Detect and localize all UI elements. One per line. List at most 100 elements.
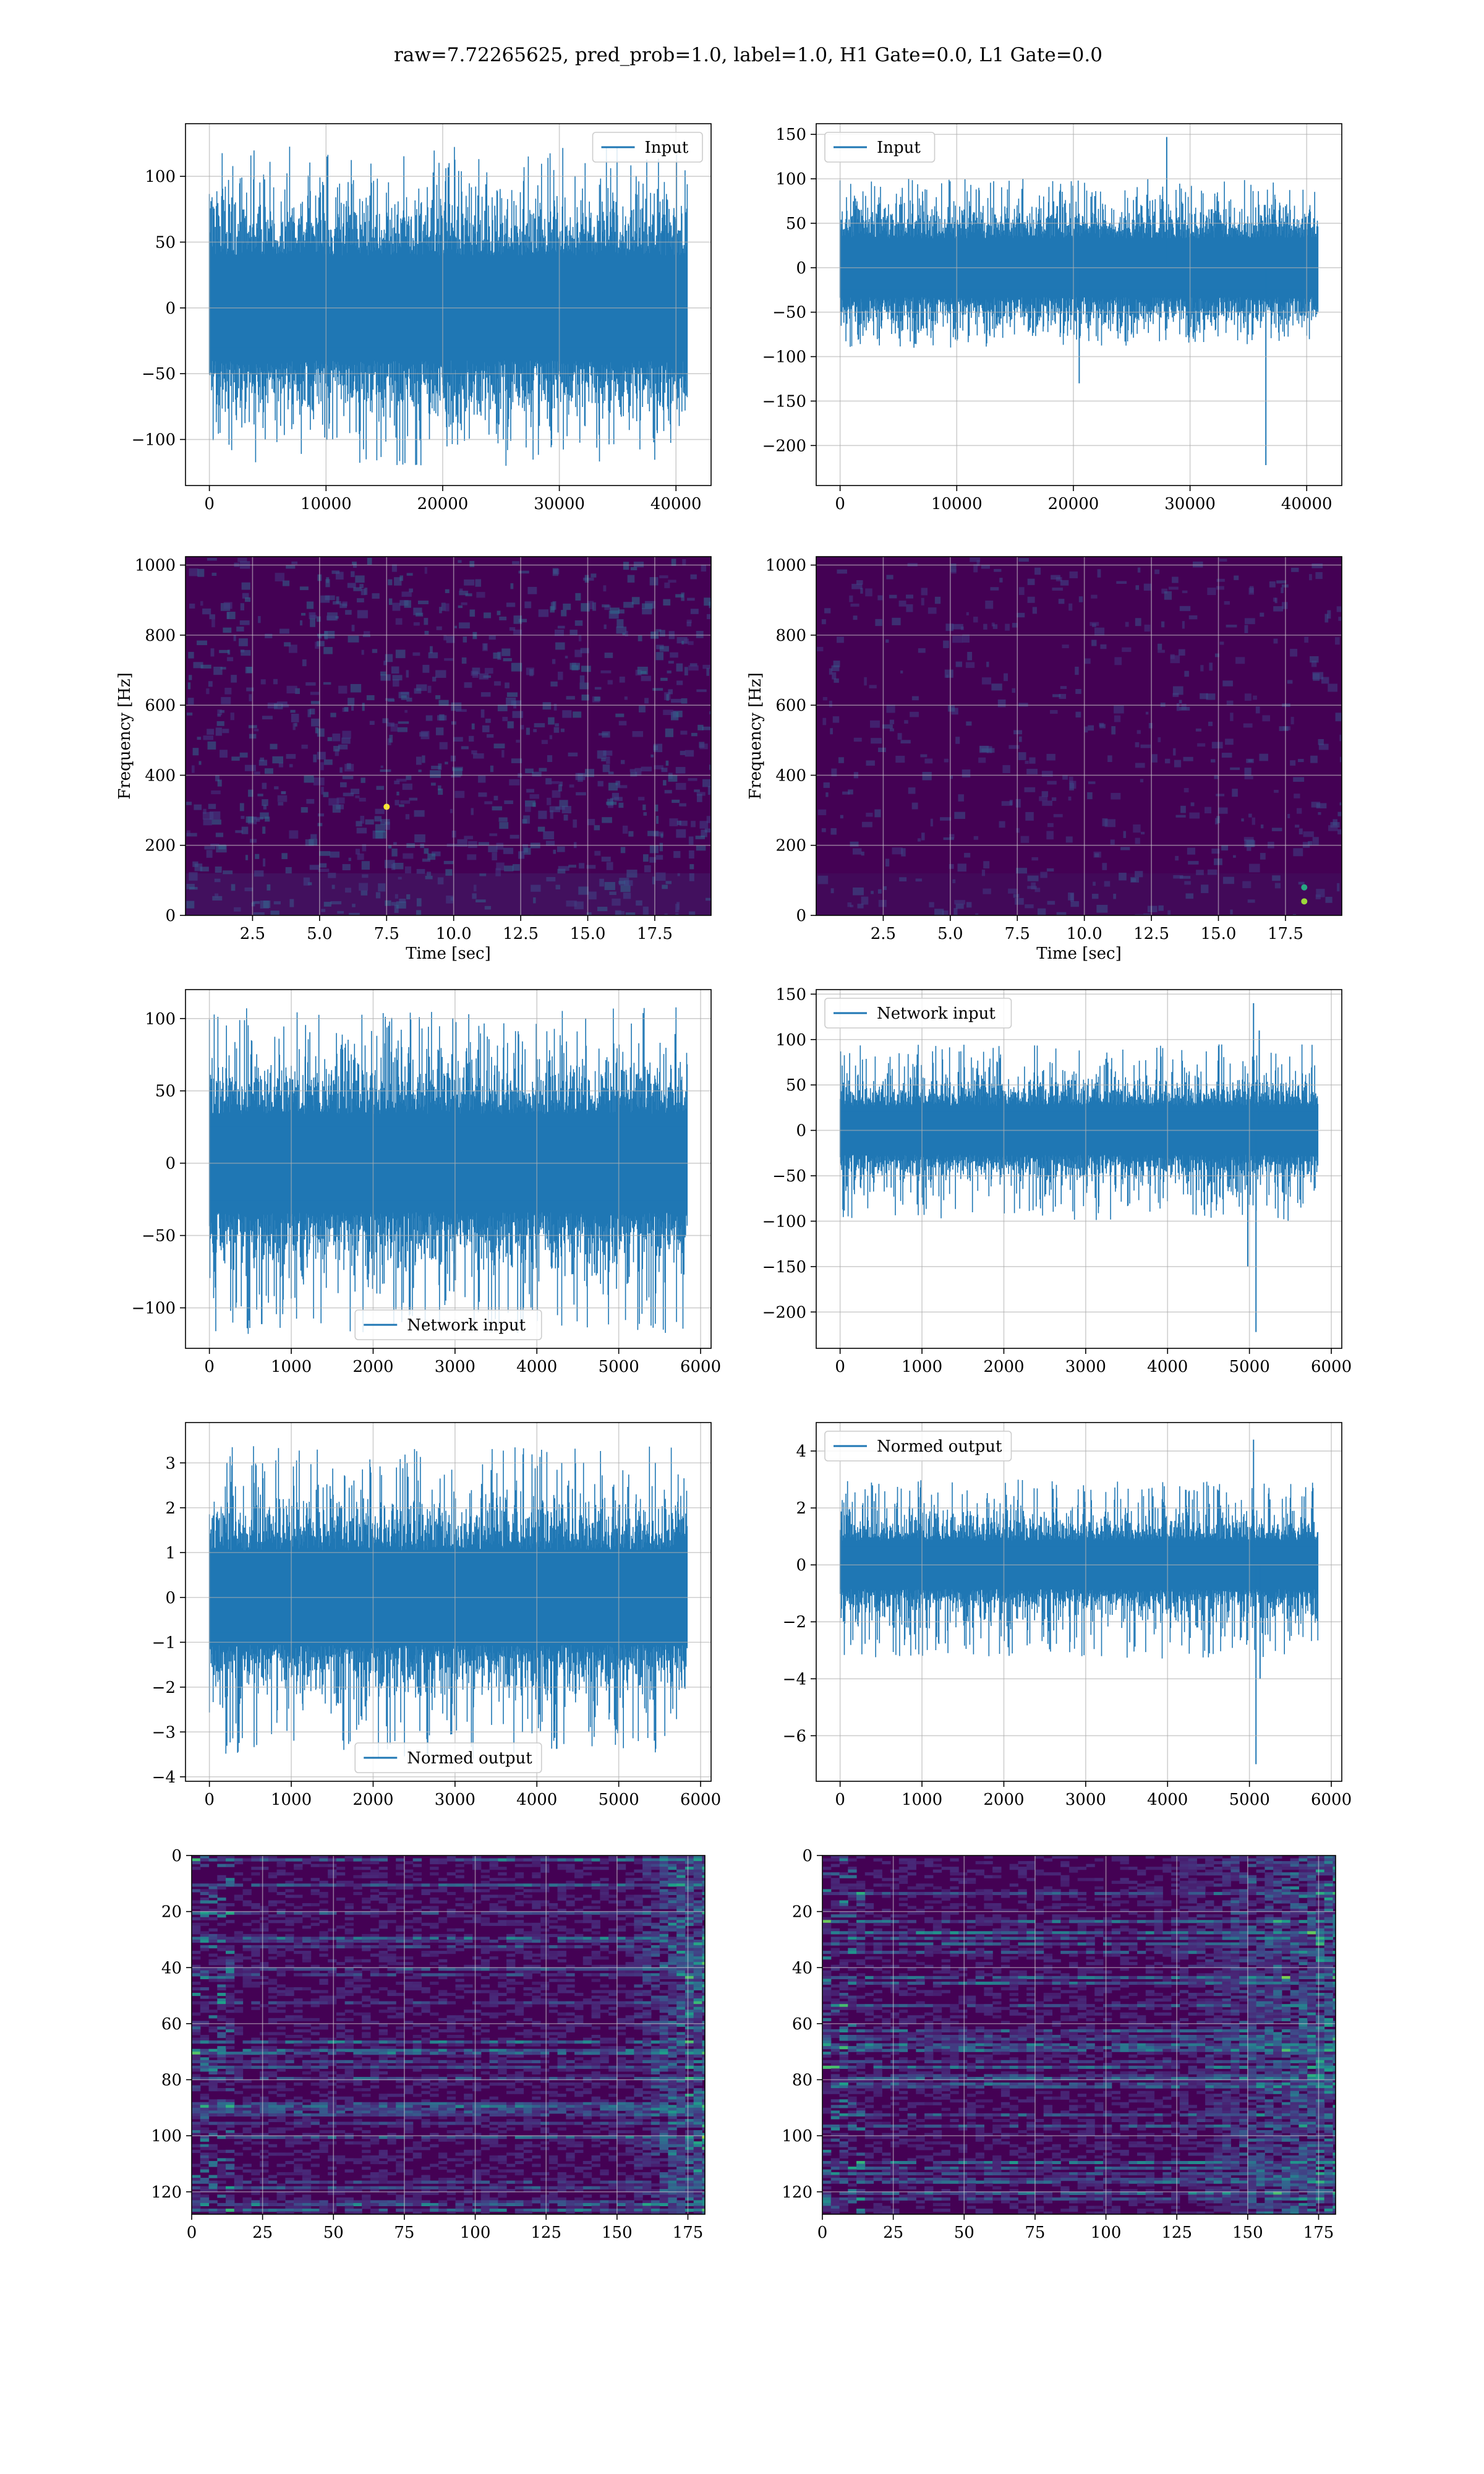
network-input-l1-grid bbox=[816, 990, 1342, 1348]
normed-output-h1-y-tick-label: −1 bbox=[152, 1633, 176, 1652]
input-l1-y-tick-label: −150 bbox=[762, 392, 806, 411]
network-input-l1-y-axis: −200 −150 −100 −50 0 50 100 150 bbox=[762, 985, 816, 1322]
spectrogram-h1-x-tick-label: 15.0 bbox=[570, 925, 606, 943]
feature-map-l1-y-tick-label: 20 bbox=[792, 1903, 812, 1922]
spectrogram-h1-plot-area bbox=[186, 557, 711, 915]
normed-output-l1-panel: 0 1000 2000 3000 4000 5000 6000 −6 −4 −2 0 2 4 Normed… bbox=[783, 1422, 1352, 1809]
spectrogram-h1-panel: 2.5 5.0 7.5 10.0 12.5 15.0 17.5 0 200 400 600 800 10… bbox=[116, 556, 712, 963]
spectrogram-h1-x-axis: 2.5 5.0 7.5 10.0 12.5 15.0 17.5 bbox=[240, 915, 673, 943]
network-input-l1-y-tick-label: 100 bbox=[775, 1031, 806, 1050]
spectrogram-l1-x-axis-label: Time [sec] bbox=[1036, 944, 1122, 963]
input-l1-plot-area bbox=[839, 137, 1319, 465]
feature-map-l1-panel: 0 25 50 75 100 125 150 175 0 20 40 60 80 100 120 bbox=[782, 1847, 1336, 2242]
normed-output-h1-y-tick-label: 3 bbox=[165, 1454, 176, 1473]
network-input-h1-panel: 0 1000 2000 3000 4000 5000 6000 −100 −50 0 50 100 Ne… bbox=[132, 989, 721, 1376]
feature-map-h1-x-tick-label: 75 bbox=[394, 2224, 414, 2242]
feature-map-h1-x-tick-label: 125 bbox=[531, 2224, 561, 2242]
normed-output-l1-frame bbox=[816, 1422, 1342, 1782]
input-h1-y-tick-label: 0 bbox=[165, 299, 176, 318]
spectrogram-l1-x-tick-label: 2.5 bbox=[871, 925, 896, 943]
normed-output-l1-legend: Normed output bbox=[824, 1431, 1012, 1462]
input-l1-y-axis: −200 −150 −100 −50 0 50 100 150 bbox=[762, 126, 816, 455]
network-input-h1-x-tick-label: 4000 bbox=[516, 1358, 557, 1376]
input-l1-y-tick-label: 50 bbox=[786, 215, 806, 233]
spectrogram-h1-cells bbox=[186, 557, 711, 915]
feature-map-l1-x-tick-label: 150 bbox=[1232, 2224, 1263, 2242]
input-h1-grid bbox=[186, 124, 711, 486]
network-input-h1-x-tick-label: 2000 bbox=[352, 1358, 393, 1376]
normed-output-h1-legend: Normed output bbox=[354, 1742, 542, 1773]
input-h1-panel: 0 10000 20000 30000 40000 −100 −50 0 50 100 Input bbox=[132, 123, 712, 513]
feature-map-h1-x-tick-label: 100 bbox=[460, 2224, 491, 2242]
feature-map-h1-x-axis: 0 25 50 75 100 125 150 175 bbox=[187, 2214, 704, 2242]
input-h1-legend: Input bbox=[592, 132, 703, 163]
feature-map-h1-y-tick-label: 20 bbox=[161, 1903, 182, 1922]
network-input-l1-panel: 0 1000 2000 3000 4000 5000 6000−200−150−100−50… bbox=[762, 985, 1352, 1376]
spectrogram-l1-y-tick-label: 0 bbox=[796, 907, 806, 925]
input-l1-frame bbox=[816, 123, 1342, 486]
spectrogram-l1-y-axis: 0 200 400 600 800 1000 bbox=[765, 557, 816, 925]
normed-output-l1-x-tick-label: 0 bbox=[835, 1791, 845, 1809]
network-input-l1-x-tick-label: 5000 bbox=[1229, 1358, 1270, 1376]
feature-map-h1-y-tick-label: 80 bbox=[161, 2071, 182, 2090]
normed-output-l1-y-tick-label: −4 bbox=[783, 1670, 806, 1689]
normed-output-h1-x-tick-label: 2000 bbox=[352, 1791, 393, 1809]
network-input-l1-y-tick-label: 50 bbox=[786, 1076, 806, 1095]
spectrogram-h1-x-axis-label: Time [sec] bbox=[406, 944, 491, 963]
feature-map-l1-y-tick-label: 0 bbox=[802, 1847, 812, 1865]
input-h1-y-tick-label: −50 bbox=[142, 365, 176, 383]
spectrogram-h1-x-tick-label: 2.5 bbox=[240, 925, 265, 943]
input-h1-y-tick-label: −100 bbox=[132, 431, 176, 450]
feature-map-l1-plot-area bbox=[822, 1856, 1336, 2214]
spectrogram-l1-y-tick-label: 600 bbox=[775, 696, 806, 715]
feature-map-l1-x-tick-label: 25 bbox=[883, 2224, 903, 2242]
spectrogram-l1-hotspot-0 bbox=[1301, 898, 1308, 905]
normed-output-h1-y-tick-label: −3 bbox=[152, 1723, 176, 1742]
network-input-l1-x-tick-label: 2000 bbox=[983, 1358, 1024, 1376]
normed-output-l1-x-axis: 0 1000 2000 3000 4000 5000 6000 bbox=[835, 1781, 1352, 1809]
feature-map-h1-y-tick-label: 120 bbox=[151, 2183, 182, 2202]
spectrogram-h1-y-axis: 0 200 400 600 800 1000 bbox=[135, 557, 186, 925]
input-h1-frame bbox=[185, 123, 712, 486]
normed-output-l1-x-tick-label: 4000 bbox=[1147, 1791, 1188, 1809]
normed-output-h1-x-axis: 0 1000 2000 3000 4000 5000 6000 bbox=[204, 1781, 721, 1809]
spectrogram-l1-x-tick-label: 12.5 bbox=[1133, 925, 1169, 943]
network-input-h1-frame bbox=[185, 989, 712, 1349]
spectrogram-l1-grid bbox=[816, 557, 1342, 916]
spectrogram-h1-y-tick-label: 1000 bbox=[135, 557, 176, 575]
normed-output-l1-y-tick-label: 2 bbox=[796, 1499, 806, 1518]
spectrogram-l1-y-tick-label: 1000 bbox=[765, 557, 806, 575]
spectrogram-l1-y-tick-label: 400 bbox=[775, 766, 806, 785]
normed-output-h1-y-tick-label: 2 bbox=[165, 1499, 176, 1518]
spectrogram-h1-frame bbox=[185, 556, 712, 916]
normed-output-l1-legend-label: Normed output bbox=[877, 1437, 1002, 1456]
feature-map-h1-x-tick-label: 50 bbox=[323, 2224, 344, 2242]
network-input-l1-y-tick-label: −200 bbox=[762, 1303, 806, 1322]
input-l1-y-tick-label: 100 bbox=[775, 170, 806, 189]
network-input-l1-y-tick-label: 150 bbox=[775, 985, 806, 1004]
spectrogram-l1-y-tick-label: 800 bbox=[775, 627, 806, 645]
spectrogram-h1-y-tick-label: 0 bbox=[165, 907, 176, 925]
feature-map-h1-cells bbox=[192, 1856, 705, 2214]
spectrogram-l1-x-axis: 2.5 5.0 7.5 10.0 12.5 15.0 17.5 bbox=[871, 915, 1303, 943]
network-input-l1-plot-area bbox=[839, 1003, 1319, 1332]
normed-output-l1-y-tick-label: −6 bbox=[783, 1727, 806, 1745]
input-h1-x-tick-label: 10000 bbox=[301, 495, 352, 513]
normed-output-h1-grid bbox=[186, 1423, 711, 1781]
normed-output-l1-y-tick-label: 4 bbox=[796, 1442, 806, 1461]
normed-output-l1-y-axis: −6 −4 −2 0 2 4 bbox=[783, 1442, 816, 1745]
feature-map-h1-x-tick-label: 25 bbox=[252, 2224, 273, 2242]
spectrogram-h1-y-axis-label: Frequency [Hz] bbox=[116, 672, 134, 800]
feature-map-h1-x-tick-label: 175 bbox=[673, 2224, 704, 2242]
network-input-h1-y-tick-label: 0 bbox=[165, 1155, 176, 1173]
input-h1-y-axis: −100 −50 0 50 100 bbox=[132, 168, 186, 450]
spectrogram-l1-background bbox=[816, 557, 1342, 915]
input-h1-x-axis: 0 10000 20000 30000 40000 bbox=[204, 486, 702, 513]
network-input-l1-y-tick-label: −50 bbox=[772, 1167, 806, 1186]
normed-output-l1-x-tick-label: 2000 bbox=[983, 1791, 1024, 1809]
network-input-l1-y-tick-label: 0 bbox=[796, 1122, 806, 1141]
spectrogram-l1-hotspot-1 bbox=[1301, 884, 1308, 891]
spectrogram-l1-panel: 2.5 5.0 7.5 10.0 12.5 15.0 17.5 0 200 400 600 800 10… bbox=[746, 556, 1342, 963]
normed-output-h1-legend-label: Normed output bbox=[407, 1749, 532, 1768]
